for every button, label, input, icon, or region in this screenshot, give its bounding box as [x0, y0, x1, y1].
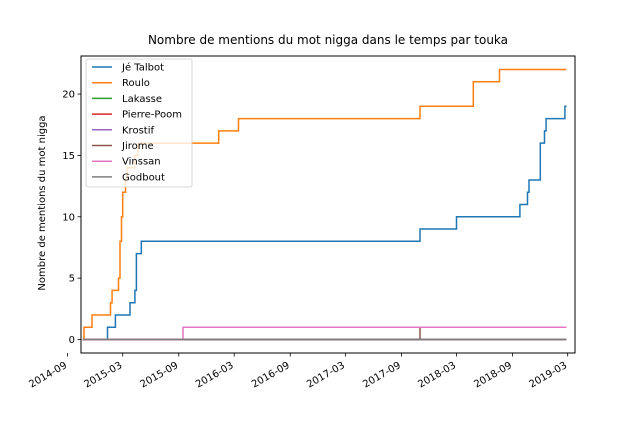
legend-label: Godbout	[122, 172, 165, 183]
axes-frame	[80, 55, 576, 354]
series-line-6	[82, 326, 567, 341]
y-tick-label: 20	[62, 90, 75, 101]
legend-label: Vinssan	[122, 157, 161, 168]
y-tick-label: 15	[62, 151, 75, 162]
legend-label: Jirome	[121, 141, 154, 152]
x-tick-label: 2015-03	[83, 360, 125, 390]
series-line-7	[82, 326, 567, 341]
series-line-1	[82, 105, 567, 341]
legend: Jé Talbot Roulo Lakasse Pierre-Poom Krostif J…	[85, 58, 193, 188]
legend-box	[85, 58, 193, 188]
legend-label: Jé Talbot	[121, 62, 164, 74]
y-tick-label: 10	[62, 212, 75, 223]
x-tick-label: 2018-03	[416, 360, 458, 390]
y-tick-label: 5	[69, 274, 75, 285]
x-tick-label: 2017-09	[361, 360, 403, 390]
y-tick-label: 0	[69, 335, 75, 346]
legend-label: Roulo	[122, 78, 150, 89]
x-tick-label: 2019-03	[527, 360, 569, 390]
x-tick-label: 2015-09	[139, 360, 181, 390]
legend-label: Pierre-Poom	[122, 110, 182, 121]
x-tick-label: 2017-03	[305, 360, 347, 390]
chart-title: Nombre de mentions du mot nigga dans le …	[148, 33, 508, 47]
legend-label: Krostif	[122, 125, 154, 136]
plot-area	[82, 68, 567, 341]
legend-label: Lakasse	[122, 94, 162, 105]
y-axis-label: Nombre de mentions du mot nigga	[37, 115, 48, 290]
x-tick-label: 2014-09	[27, 360, 69, 390]
x-tick-label: 2016-03	[194, 360, 236, 390]
x-tick-label: 2016-09	[250, 360, 292, 390]
x-tick-label: 2018-09	[472, 360, 514, 390]
